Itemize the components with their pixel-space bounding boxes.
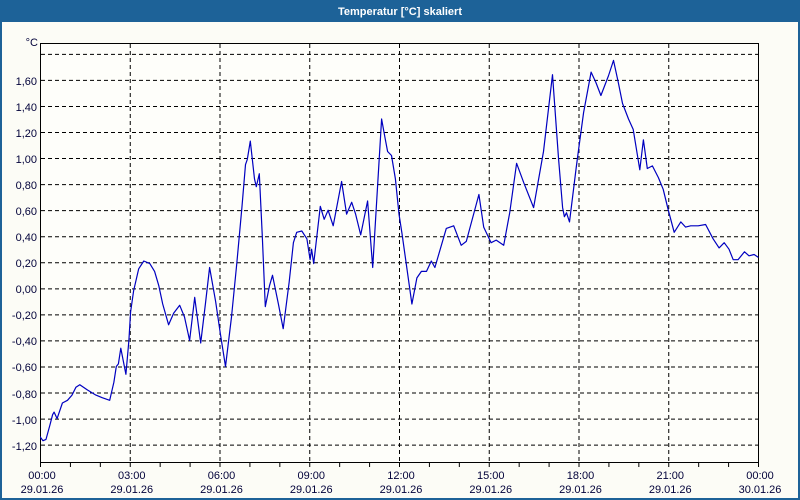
x-tick-label: 09:00 29.01.26 bbox=[279, 469, 343, 497]
x-tick-time: 09:00 bbox=[297, 470, 326, 482]
x-tick-time: 15:00 bbox=[476, 470, 505, 482]
x-tick-date: 30.01.26 bbox=[738, 484, 782, 496]
y-tick-label: 1,20 bbox=[15, 128, 37, 140]
x-tick-date: 29.01.26 bbox=[289, 484, 333, 496]
x-tick-date: 29.01.26 bbox=[648, 484, 692, 496]
y-tick-label: -1,00 bbox=[11, 414, 37, 427]
y-tick-label: -0,40 bbox=[11, 336, 37, 349]
x-tick-date: 29.01.26 bbox=[559, 484, 602, 496]
x-tick-label: 03:00 29.01.26 bbox=[100, 469, 164, 497]
x-tick-label: 18:00 29.01.26 bbox=[549, 469, 613, 497]
x-tick-time: 12:00 bbox=[387, 470, 415, 482]
plot-canvas[interactable] bbox=[39, 43, 764, 473]
x-tick-date: 29.01.26 bbox=[20, 484, 64, 496]
x-tick-time: 00:00 bbox=[746, 470, 774, 482]
x-tick-time: 03:00 bbox=[117, 470, 146, 482]
x-tick-date: 29.01.26 bbox=[200, 484, 243, 496]
y-tick-label: -0,20 bbox=[11, 310, 37, 323]
x-tick-time: 00:00 bbox=[28, 470, 56, 482]
x-tick-date: 29.01.26 bbox=[110, 484, 154, 496]
x-tick-label: 15:00 29.01.26 bbox=[459, 469, 523, 497]
y-tick-label: 0,40 bbox=[15, 232, 37, 245]
x-tick-time: 06:00 bbox=[207, 470, 236, 482]
y-tick-label: -0,60 bbox=[11, 362, 37, 375]
x-tick-label: 12:00 29.01.26 bbox=[369, 469, 433, 497]
x-tick-label: 06:00 29.01.26 bbox=[190, 469, 254, 497]
window-title: Temperatur [°C] skaliert bbox=[337, 6, 462, 18]
plot-region bbox=[39, 43, 764, 478]
y-tick-label: 1,40 bbox=[15, 101, 37, 114]
title-bar[interactable]: Temperatur [°C] skaliert bbox=[2, 2, 798, 22]
x-tick-label: 00:00 29.01.26 bbox=[10, 469, 74, 497]
y-axis-unit-label: °C bbox=[25, 37, 38, 49]
x-tick-label: 21:00 29.01.26 bbox=[638, 469, 702, 497]
x-tick-date: 29.01.26 bbox=[469, 484, 513, 496]
y-tick-label: -1,20 bbox=[11, 440, 37, 453]
x-tick-time: 21:00 bbox=[656, 470, 685, 482]
x-tick-date: 29.01.26 bbox=[379, 484, 423, 496]
x-tick-time: 18:00 bbox=[566, 470, 595, 482]
y-tick-label: 0,00 bbox=[15, 284, 37, 297]
x-tick-label: 00:00 30.01.26 bbox=[728, 469, 792, 497]
y-tick-label: 1,60 bbox=[15, 75, 37, 88]
y-tick-label: -0,80 bbox=[11, 388, 37, 401]
y-tick-label: 0,20 bbox=[15, 258, 37, 271]
temperature-line bbox=[39, 59, 759, 442]
y-tick-label: 0,60 bbox=[15, 206, 37, 219]
y-tick-label: 0,80 bbox=[15, 180, 37, 193]
y-tick-label: 1,00 bbox=[15, 154, 37, 167]
